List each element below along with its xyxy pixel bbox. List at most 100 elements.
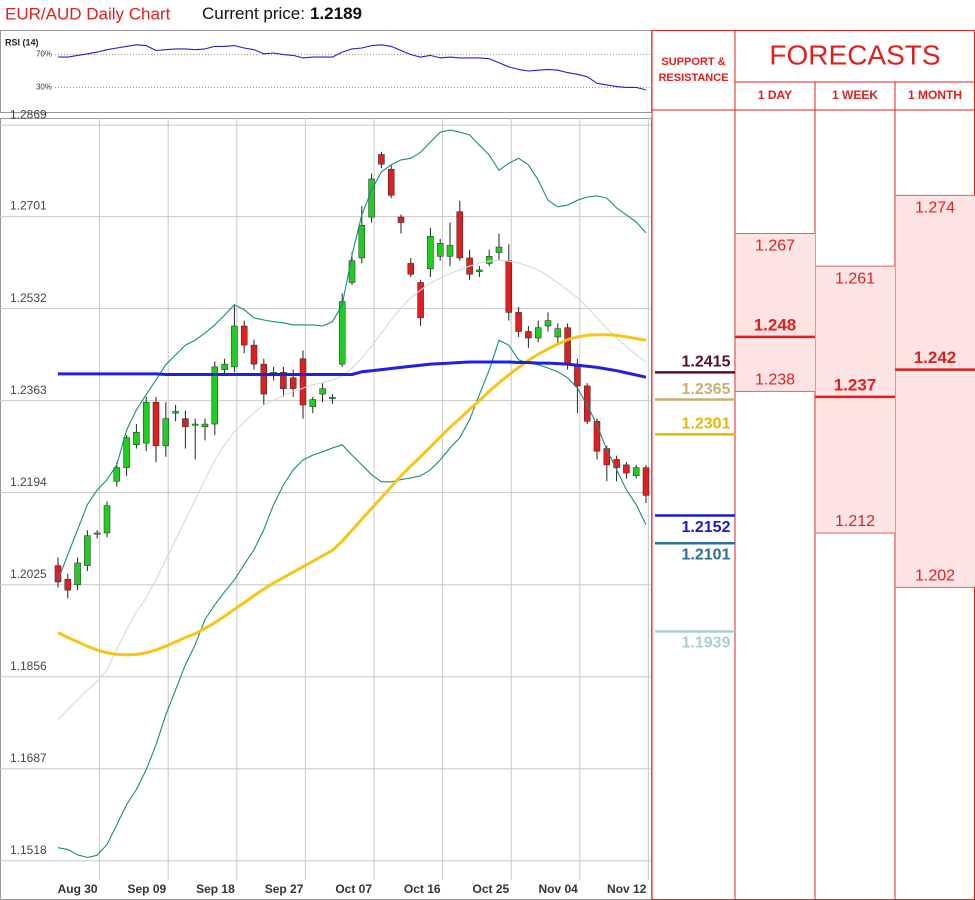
levels-title: SUPPORT & RESISTANCE (658, 56, 729, 84)
candle-body (280, 372, 287, 389)
forecast-label: 1.248 (754, 315, 797, 334)
candle-body (338, 301, 346, 365)
y-tick-label: 1.2363 (10, 383, 47, 397)
candle-body (476, 269, 483, 272)
x-tick-label: Oct 16 (404, 882, 441, 896)
candle-body (211, 366, 219, 425)
candle-body (240, 325, 248, 346)
forecast-label: 1.238 (755, 372, 795, 389)
x-tick-label: Sep 27 (265, 882, 304, 896)
candle-body (446, 245, 454, 257)
chart-title: EUR/AUD Daily Chart (5, 4, 171, 23)
candle-body (378, 154, 385, 165)
x-tick-label: Sep 09 (127, 882, 166, 896)
candle-body (583, 385, 591, 422)
forecast-label: 1.202 (915, 568, 955, 585)
x-tick-label: Oct 07 (335, 882, 372, 896)
line (57, 129, 647, 581)
candle-body (495, 246, 503, 253)
candle-body (436, 243, 444, 257)
candle-body (152, 402, 160, 447)
candle-body (632, 467, 640, 477)
candle-body (191, 423, 199, 426)
line (58, 44, 647, 91)
candle-body (113, 467, 121, 482)
y-tick-label: 1.1856 (10, 659, 47, 673)
candle-body (485, 256, 493, 264)
candle-body (54, 565, 62, 583)
x-tick-label: Nov 04 (538, 882, 578, 896)
candle-body (93, 532, 101, 535)
candle-body (299, 358, 307, 406)
y-tick-label: 1.2869 (10, 107, 47, 121)
level-label: 1.2101 (682, 547, 731, 564)
candle-body (250, 344, 258, 365)
candle-body (397, 216, 405, 223)
candle-body (525, 331, 532, 339)
candle-body (64, 578, 72, 591)
candle-body (505, 260, 513, 313)
forecast-title: FORECASTS (769, 39, 940, 70)
candle-body (231, 325, 238, 368)
level-label: 1.2152 (682, 519, 731, 536)
candle-body (201, 423, 209, 428)
column-header: 1 WEEK (832, 88, 878, 102)
candle-body (368, 178, 375, 218)
candle-body (74, 562, 81, 585)
level-label: 1.2415 (682, 354, 731, 371)
candle-body (133, 431, 140, 445)
candle-body (515, 312, 522, 332)
y-tick-label: 1.2701 (10, 199, 47, 213)
candle-body (534, 327, 542, 339)
y-tick-label: 30% (36, 83, 52, 92)
candle-body (358, 225, 366, 259)
forecast-label: 1.242 (914, 348, 957, 367)
price-label: Current price: (202, 4, 305, 23)
line (57, 339, 647, 859)
candle-body (544, 320, 552, 327)
candle-body (103, 505, 111, 534)
y-tick-label: 1.2532 (10, 291, 47, 305)
candle-body (309, 399, 317, 407)
forecast-label: 1.274 (915, 200, 955, 217)
line (57, 333, 647, 657)
candle-body (554, 328, 562, 338)
candle-body (123, 437, 130, 468)
candle-body (456, 211, 464, 259)
candle-body (162, 418, 170, 447)
candle-body (417, 282, 424, 319)
candle-body (329, 397, 336, 399)
candle-body (574, 364, 581, 387)
forecast-range (736, 233, 815, 392)
candle-body (260, 363, 268, 395)
column-header: 1 MONTH (908, 88, 962, 102)
candle-body (407, 263, 415, 275)
x-tick-label: Sep 18 (196, 882, 235, 896)
candle-body (564, 327, 571, 365)
candle-body (142, 402, 150, 444)
rsi-title: RSI (14) (5, 37, 39, 47)
y-tick-label: 1.2025 (10, 567, 47, 581)
forecast-range (816, 266, 895, 533)
candle-body (427, 235, 434, 270)
candle-body (319, 388, 326, 395)
line (57, 259, 647, 721)
candle-body (593, 421, 601, 452)
forecast-range (896, 195, 975, 588)
candle-body (289, 377, 297, 389)
x-tick-label: Oct 25 (473, 882, 510, 896)
line (58, 360, 647, 379)
y-tick-label: 1.1518 (10, 843, 47, 857)
forecast-label: 1.212 (835, 513, 875, 530)
price-caption: Current price: 1.2189 (202, 4, 362, 23)
candle-body (642, 467, 650, 496)
forecast-label: 1.261 (835, 270, 875, 287)
forecast-label: 1.267 (755, 238, 795, 255)
x-tick-label: Nov 12 (607, 882, 647, 896)
forecast-label: 1.237 (834, 375, 877, 394)
y-tick-label: 1.2194 (10, 475, 47, 489)
candle-body (182, 418, 189, 428)
level-label: 1.1939 (682, 635, 731, 652)
